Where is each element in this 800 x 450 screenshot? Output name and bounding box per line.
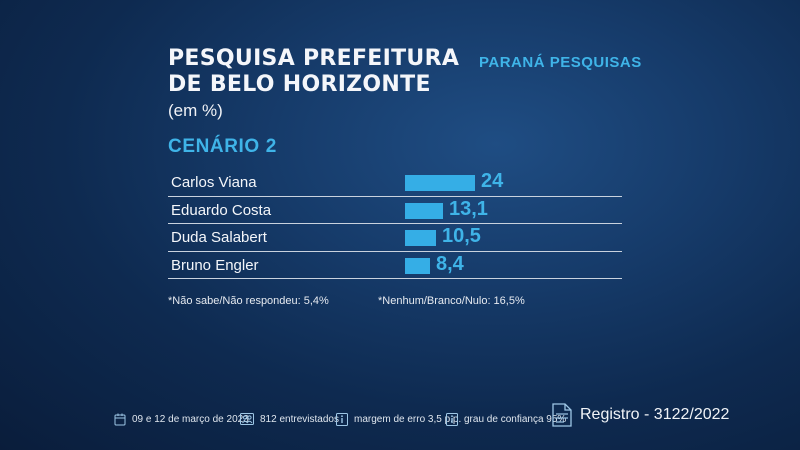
info-icon — [336, 413, 348, 426]
chart-row: Carlos Viana 24 — [168, 169, 622, 197]
footer-confidence: grau de confiança 95% — [446, 413, 566, 426]
bar-carlos-viana — [405, 175, 475, 191]
confidence-text: grau de confiança 95% — [464, 414, 567, 425]
value-label: 10,5 — [442, 225, 481, 247]
note-none: *Nenhum/Branco/Nulo: 16,5% — [378, 295, 525, 307]
category-label: Bruno Engler — [171, 256, 259, 274]
registration: Registro - 3122/2022 — [552, 403, 729, 427]
document-icon — [552, 403, 572, 427]
title-line-2: DE BELO HORIZONTE — [168, 72, 431, 97]
footer-dates: 09 e 12 de março de 2023 — [114, 413, 249, 426]
value-label: 24 — [481, 170, 504, 192]
dates-text: 09 e 12 de março de 2023 — [132, 414, 249, 425]
bar-bruno-engler — [405, 257, 430, 274]
chart-title: PESQUISA PREFEITURA DE BELO HORIZONTE — [168, 46, 459, 98]
chart-row: Duda Salabert 10,5 — [168, 224, 622, 252]
bar-eduardo-costa — [405, 202, 443, 219]
category-label: Eduardo Costa — [171, 201, 272, 219]
registration-text: Registro - 3122/2022 — [580, 406, 730, 423]
footer-margin: margem de erro 3,5 p.p. — [336, 413, 461, 426]
note-dont-know: *Não sabe/Não respondeu: 5,4% — [168, 295, 329, 307]
chart-rows: Carlos Viana 24 Eduardo Costa 13,1 Duda … — [168, 169, 622, 279]
category-label: Duda Salabert — [171, 229, 267, 246]
info-icon — [446, 413, 458, 426]
value-label: 13,1 — [449, 197, 488, 220]
margin-text: margem de erro 3,5 p.p. — [354, 414, 462, 425]
footer-bar: 09 e 12 de março de 2023 812 entrevistad… — [0, 404, 800, 430]
footer-interviewed: 812 entrevistados — [240, 413, 339, 425]
unit-label: (em %) — [168, 101, 223, 120]
chart-row: Bruno Engler 8,4 — [168, 252, 622, 279]
category-label: Carlos Viana — [171, 174, 257, 191]
bar-duda-salabert — [405, 230, 436, 246]
poll-source: PARANÁ PESQUISAS — [479, 54, 642, 71]
calendar-icon — [114, 413, 126, 426]
title-line-1: PESQUISA PREFEITURA — [168, 46, 460, 71]
value-label: 8,4 — [436, 252, 464, 275]
people-icon — [240, 413, 254, 425]
scenario-label: CENÁRIO 2 — [168, 136, 277, 157]
chart-row: Eduardo Costa 13,1 — [168, 197, 622, 224]
interviewed-text: 812 entrevistados — [260, 413, 339, 425]
